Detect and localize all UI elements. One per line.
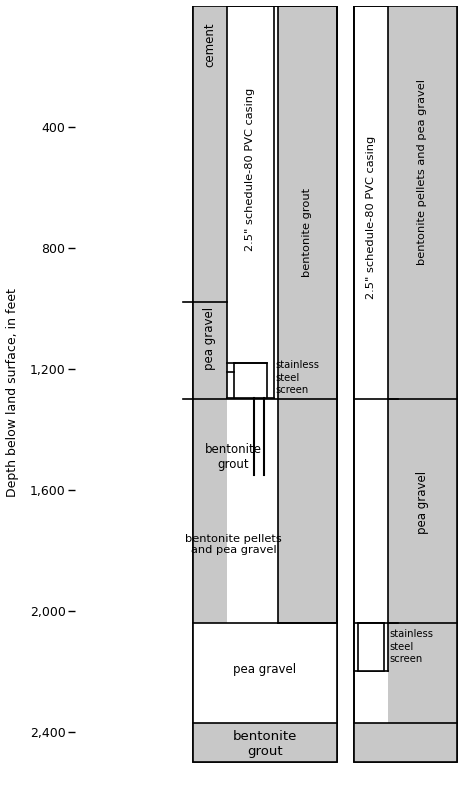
Text: cement: cement (203, 23, 217, 68)
Bar (388, 399, 456, 723)
Bar (278, 6, 337, 623)
Bar (193, 302, 227, 399)
Text: stainless
steel
screen: stainless steel screen (390, 630, 434, 664)
Bar (193, 6, 337, 762)
Bar (193, 6, 337, 762)
Bar (193, 399, 227, 623)
Bar (355, 6, 456, 762)
Bar (355, 6, 456, 762)
Text: bentonite
grout: bentonite grout (205, 443, 262, 471)
Text: 2.5" schedule-80 PVC casing: 2.5" schedule-80 PVC casing (245, 87, 255, 251)
Text: bentonite pellets and pea gravel: bentonite pellets and pea gravel (417, 79, 427, 265)
Text: pea gravel: pea gravel (416, 470, 429, 534)
Bar (355, 723, 456, 762)
Text: 2.5" schedule-80 PVC casing: 2.5" schedule-80 PVC casing (366, 136, 376, 299)
Bar (388, 6, 456, 399)
Text: bentonite pellets
and pea gravel: bentonite pellets and pea gravel (185, 534, 282, 555)
Bar (193, 623, 337, 723)
Text: bentonite grout: bentonite grout (302, 188, 312, 277)
Bar (234, 362, 267, 398)
Text: pea gravel: pea gravel (233, 663, 297, 677)
Bar (193, 723, 337, 762)
Bar (193, 6, 227, 302)
Bar (355, 6, 388, 671)
Bar (358, 623, 384, 671)
Text: bentonite
grout: bentonite grout (233, 730, 297, 758)
Bar (227, 6, 274, 398)
Text: pea gravel: pea gravel (203, 307, 217, 370)
Y-axis label: Depth below land surface, in feet: Depth below land surface, in feet (6, 288, 18, 498)
Text: stainless
steel
screen: stainless steel screen (276, 361, 320, 395)
